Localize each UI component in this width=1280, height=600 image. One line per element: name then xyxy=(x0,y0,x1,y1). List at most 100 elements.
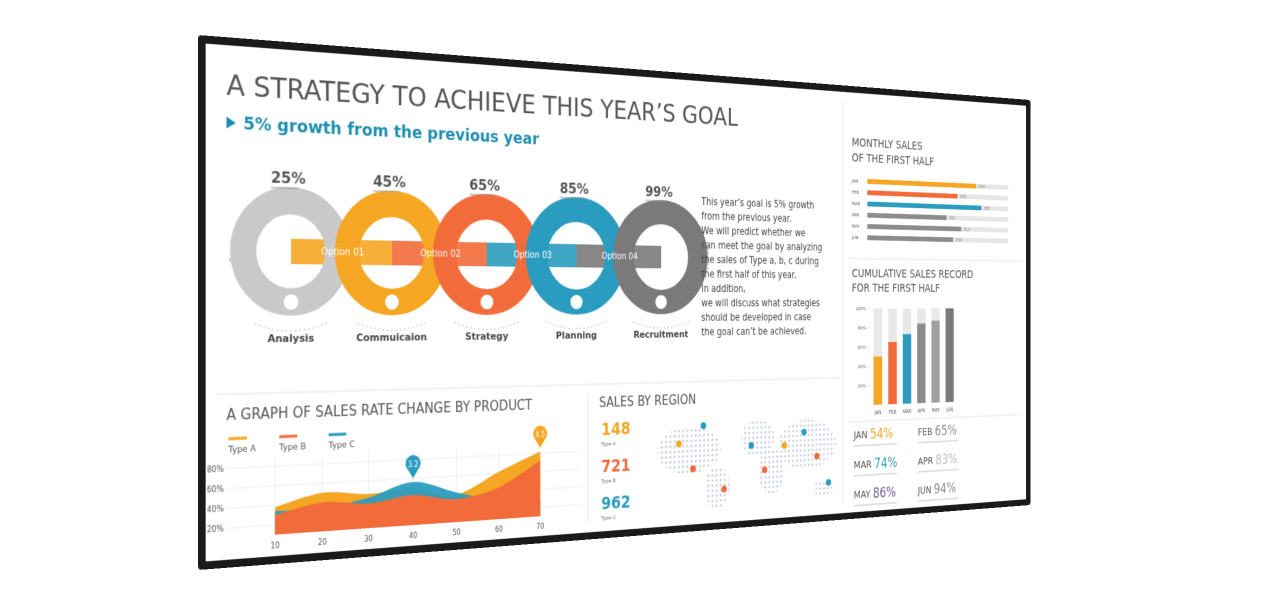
bar-label: FEB xyxy=(852,190,859,195)
step-label: Analysis xyxy=(268,332,315,345)
paragraph-line: This year’s goal is 5% growth xyxy=(701,196,815,211)
bar-label: MAY xyxy=(852,224,860,229)
section-title: CUMULATIVE SALES RECORD xyxy=(852,267,973,281)
bar-label: JAN xyxy=(851,179,858,184)
region-value: 962 xyxy=(601,493,630,514)
paragraph-line: we will discuss what strategies xyxy=(701,298,820,309)
paragraph-line: should be developed in case xyxy=(701,312,811,324)
x-tick-label: 10 xyxy=(270,541,279,551)
legend-swatch xyxy=(279,436,297,437)
area xyxy=(275,451,541,535)
bar xyxy=(888,341,897,405)
stat-value: 86% xyxy=(873,484,896,501)
bar-value: 284 xyxy=(955,238,962,243)
ring-icon xyxy=(570,294,584,310)
paragraph-line: In addition, xyxy=(701,283,745,294)
x-tick-label: 70 xyxy=(536,522,544,531)
finish-label: Finish xyxy=(703,246,711,270)
step-label: Planning xyxy=(556,329,597,341)
x-tick-label: 50 xyxy=(452,528,460,537)
stat-month: JAN xyxy=(853,429,867,442)
option-label: Option 04 xyxy=(602,252,638,262)
ring-icon xyxy=(384,294,399,311)
stat-value: 83% xyxy=(935,451,957,467)
y-tick-label: 40% xyxy=(207,504,224,514)
region-label: Type B xyxy=(601,478,616,484)
step-percent: 99% xyxy=(645,182,673,200)
legend-label: Type B xyxy=(278,442,306,453)
bar xyxy=(902,334,912,404)
x-tick-label: 30 xyxy=(364,534,373,543)
x-tick-label: 40 xyxy=(409,531,418,540)
y-tick-label: 60% xyxy=(858,345,867,350)
bar-value: 382 xyxy=(984,206,991,211)
step-label: Strategy xyxy=(465,330,508,343)
region-label: Type A xyxy=(601,441,616,447)
region-value: 148 xyxy=(601,419,630,439)
step-label: Commuicaion xyxy=(356,331,427,344)
stat-month: FEB xyxy=(918,426,933,439)
section-title: FOR THE FIRST HALF xyxy=(852,282,940,295)
legend-swatch xyxy=(329,434,347,435)
section-title: OF THE FIRST HALF xyxy=(852,151,934,168)
step-label: Recruitment xyxy=(633,329,688,341)
stat-month: MAR xyxy=(854,458,872,471)
ring-icon xyxy=(655,294,668,310)
legend-swatch xyxy=(228,438,247,439)
area xyxy=(275,460,541,535)
bar xyxy=(931,320,940,403)
region-value: 721 xyxy=(601,456,630,476)
screen-content: A STRATEGY TO ACHIEVE THIS YEAR’S GOAL 5… xyxy=(198,35,1031,570)
bar xyxy=(917,323,926,404)
ring-icon xyxy=(480,294,494,311)
y-tick-label: 80% xyxy=(207,464,224,474)
stat-month: APR xyxy=(918,455,933,468)
x-tick-label: FEB xyxy=(889,410,896,416)
paragraph-line: the first half of this year. xyxy=(701,269,796,281)
region-label: Type C xyxy=(601,515,616,521)
x-tick-label: 20 xyxy=(318,537,327,547)
option-label: Option 01 xyxy=(321,247,364,258)
y-tick-label: 20% xyxy=(858,384,867,389)
option-label: Option 02 xyxy=(420,249,461,260)
ring-icon xyxy=(283,293,299,311)
y-tick-label: 20% xyxy=(207,524,224,534)
paragraph-line: can meet the goal by analyzing xyxy=(701,240,822,253)
legend-label: Type A xyxy=(227,444,256,455)
y-tick-label: 60% xyxy=(207,484,224,494)
stat-month: MAY xyxy=(854,488,871,502)
bar-value: 262 xyxy=(949,216,956,221)
bar-label: JUN xyxy=(851,235,858,240)
bar-label: MAR xyxy=(852,201,860,206)
paragraph-line: the sales of Type a, b, c during xyxy=(701,254,819,267)
bar xyxy=(945,308,954,403)
section-title: SALES BY REGION xyxy=(599,392,696,410)
legend-label: Type C xyxy=(328,440,355,451)
monitor: A STRATEGY TO ACHIEVE THIS YEAR’S GOAL 5… xyxy=(198,35,1031,570)
paragraph-line: the goal can’t be achieved. xyxy=(701,326,806,338)
bar-label: APR xyxy=(852,213,859,218)
step-percent: 25% xyxy=(271,167,306,187)
stat-value: 65% xyxy=(935,422,957,438)
paragraph-line: from the previous year. xyxy=(701,211,791,225)
y-tick-label: 40% xyxy=(858,364,867,369)
stat-value: 54% xyxy=(870,425,893,442)
step-percent: 65% xyxy=(469,175,500,194)
x-tick-label: 60 xyxy=(495,525,503,534)
bar xyxy=(873,356,883,405)
option-band xyxy=(391,240,487,267)
callout-label: 3.2 xyxy=(408,460,419,469)
display xyxy=(205,43,1027,562)
bar-value: 299 xyxy=(960,194,967,199)
callout-label: 4.5 xyxy=(535,430,545,439)
step-percent: 85% xyxy=(560,179,589,197)
x-tick-label: MAR xyxy=(903,409,912,415)
bar-value: 312 xyxy=(963,227,970,232)
step-percent: 45% xyxy=(373,171,406,191)
x-tick-label: APR xyxy=(918,408,926,414)
stat-value: 74% xyxy=(874,454,897,471)
x-tick-label: JAN xyxy=(874,410,882,416)
section-title: MONTHLY SALES xyxy=(852,136,923,153)
x-tick-label: JUN xyxy=(946,407,953,413)
